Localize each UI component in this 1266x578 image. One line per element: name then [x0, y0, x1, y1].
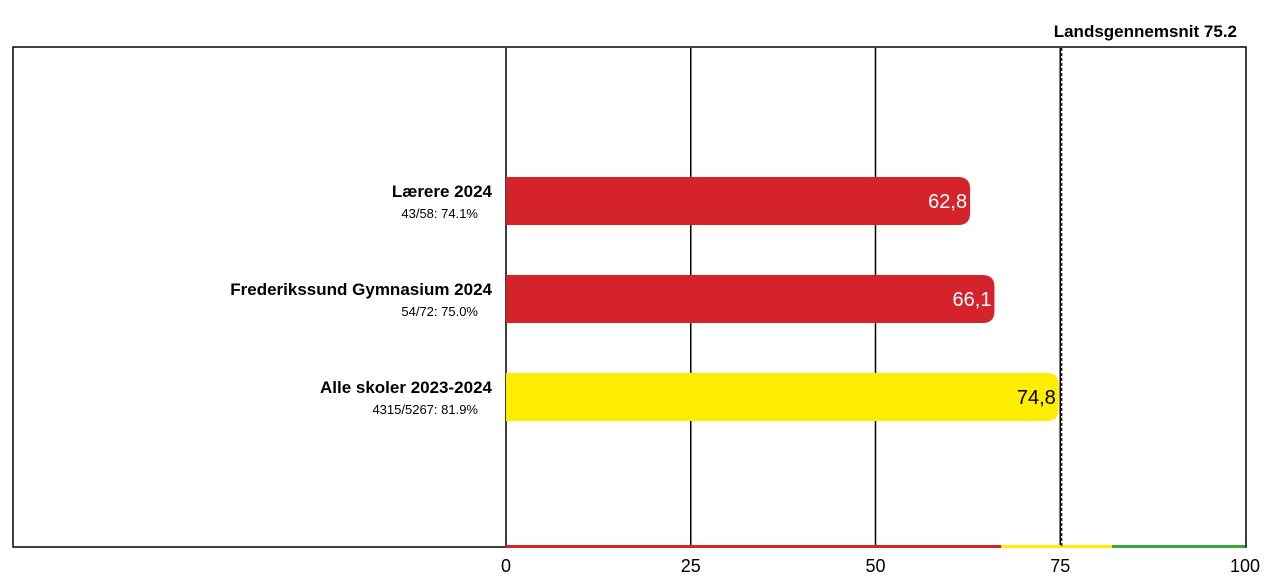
category-label-1: Frederikssund Gymnasium 2024 [230, 280, 492, 299]
category-label-2: Alle skoler 2023-2024 [320, 378, 493, 397]
category-sublabel-2: 4315/5267: 81.9% [372, 402, 478, 417]
x-tick-label-2: 50 [865, 556, 885, 576]
category-sublabel-1: 54/72: 75.0% [401, 304, 478, 319]
x-tick-label-0: 0 [501, 556, 511, 576]
reference-line-label: Landsgennemsnit 75.2 [1054, 22, 1237, 41]
bars: 62,8 66,1 74,8 [506, 177, 1059, 421]
x-tick-label-1: 25 [681, 556, 701, 576]
bar-value-label-0: 62,8 [928, 191, 967, 213]
bar-0 [506, 177, 971, 225]
x-tick-label-3: 75 [1050, 556, 1070, 576]
x-axis-ticks: 0 25 50 75 100 [501, 556, 1260, 576]
category-labels: Lærere 2024 43/58: 74.1% Frederikssund Gym… [230, 182, 492, 417]
bar-value-label-1: 66,1 [953, 289, 992, 311]
bar-value-label-2: 74,8 [1017, 387, 1056, 409]
category-label-0: Lærere 2024 [392, 182, 493, 201]
x-tick-label-4: 100 [1230, 556, 1260, 576]
bar-2 [506, 373, 1059, 421]
bar-1 [506, 275, 995, 323]
category-sublabel-0: 43/58: 74.1% [401, 206, 478, 221]
